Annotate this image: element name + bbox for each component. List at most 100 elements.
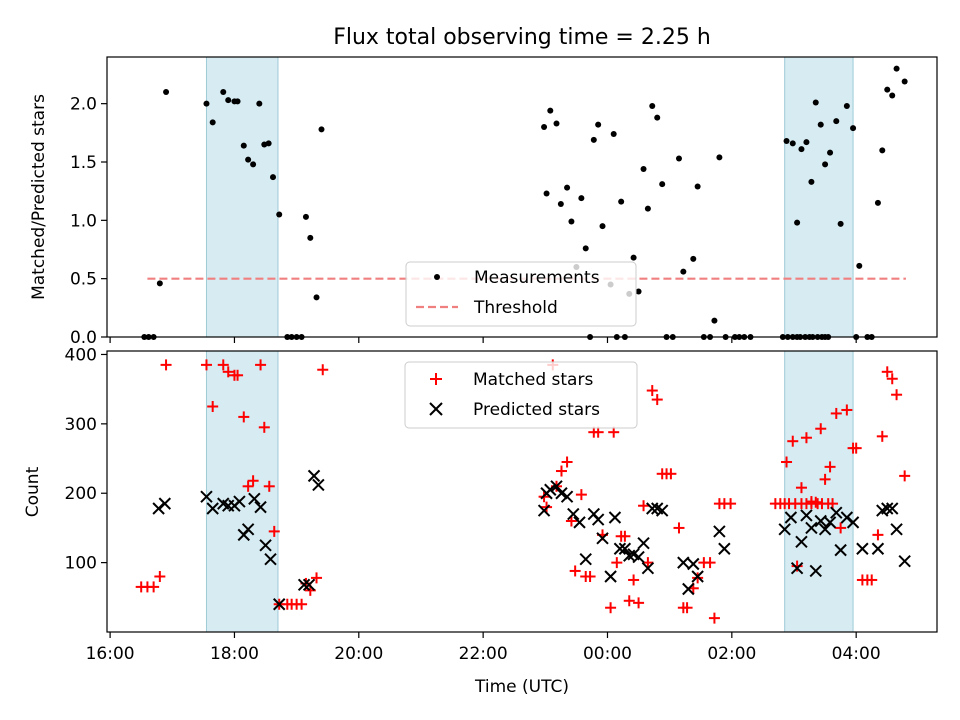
matched-star-point [651,394,663,406]
predicted-star-point [637,536,650,550]
measurement-point [803,139,810,146]
matched-star-point [605,602,617,614]
predicted-star-point [682,582,695,596]
matched-star-point [619,530,631,542]
legend-matched-marker [430,373,442,385]
legend-predicted-marker [429,402,443,416]
matched-star-point [232,369,244,381]
x-tick-label: 16:00 [86,644,135,664]
matched-star-point [899,470,911,482]
predicted-star-point [646,502,659,515]
figure-title: Flux total observing time = 2.25 h [333,25,711,50]
matched-star-point [258,421,270,433]
measurement-point [543,190,550,197]
predicted-star-point [259,539,272,552]
matched-star-point [827,498,839,510]
predicted-star-point [264,552,277,566]
measurement-point [203,100,210,107]
matched-star-point [725,498,737,510]
bottom-legend: Matched stars Predicted stars [404,361,638,429]
matched-star-point [311,572,323,584]
predicted-star-point [567,507,580,521]
predicted-star-point [613,542,627,555]
measurement-point [680,268,687,275]
predicted-star-point [206,502,219,515]
top-legend: Measurements Threshold [405,261,637,327]
matched-star-point [830,407,842,419]
predicted-star-point [241,523,255,536]
measurement-point [225,97,232,104]
measurement-point [265,140,272,147]
predicted-star-point [795,535,808,549]
measurement-point [568,218,575,225]
matched-star-point [800,432,812,444]
measurement-point [716,154,723,161]
measurement-point [245,156,252,163]
y-tick-label: 400 [65,345,97,365]
predicted-star-point [886,502,899,515]
predicted-star-point [871,542,885,555]
predicted-star-point [312,478,325,492]
matched-star-point [886,373,898,385]
matched-star-point [866,574,878,586]
matched-star-point [592,426,604,438]
matched-star-point [242,480,254,492]
matched-star-point [160,359,172,371]
measurement-point [307,234,314,241]
measurement-point [690,255,697,262]
matched-star-points [135,359,911,624]
observing-window-span [205,56,279,338]
predicted-star-point [618,542,632,555]
predicted-star-point [800,509,813,522]
predicted-star-point [591,513,605,526]
y-tick-label: 1.0 [70,211,97,231]
predicted-star-point [273,598,286,611]
matched-star-point [317,364,329,376]
matched-star-point [850,442,862,454]
measurement-point [553,120,560,127]
y-tick-label: 2.0 [70,95,97,115]
measurement-point [889,92,896,99]
ratio-panel: 0.00.51.01.52.0 Matched/Predicted stars … [29,56,938,348]
predicted-star-point [641,561,655,575]
predicted-star-point [846,516,860,529]
measurement-point [276,211,283,218]
predicted-star-point [233,495,246,508]
predicted-star-point [830,506,843,519]
measurement-point [694,183,701,190]
matched-star-point [673,522,685,534]
x-tick-label: 04:00 [832,644,881,664]
predicted-star-point [784,511,798,524]
predicted-star-point [687,557,700,571]
predicted-star-point [573,516,586,529]
measurement-point [599,223,606,230]
predicted-star-point [550,480,563,493]
measurement-point [798,146,805,153]
matched-star-point [263,480,275,492]
measurement-point [640,166,647,172]
measurement-point [564,184,571,191]
legend-predicted-label: Predicted stars [473,400,600,420]
measurement-point [209,119,216,126]
y-tick-label: 300 [65,415,97,435]
matched-star-point [872,529,884,541]
predicted-star-point [805,521,818,535]
predicted-star-point [778,523,791,536]
y-tick-label: 1.5 [70,153,97,173]
measurement-point [901,78,908,85]
matched-star-point [611,557,623,569]
top-x-ticks [109,337,857,343]
predicted-star-point [555,487,568,500]
predicted-star-point [254,500,267,514]
matched-star-point [881,366,893,378]
measurement-point [675,155,682,162]
top-y-axis-label: Matched/Predicted stars [29,94,49,300]
predicted-star-point [809,564,822,578]
matched-star-point [638,500,650,512]
matched-star-point [891,389,903,401]
measurement-point [270,174,276,181]
predicted-star-point [596,532,609,545]
predicted-star-point [790,561,804,575]
measurement-point [250,161,257,168]
